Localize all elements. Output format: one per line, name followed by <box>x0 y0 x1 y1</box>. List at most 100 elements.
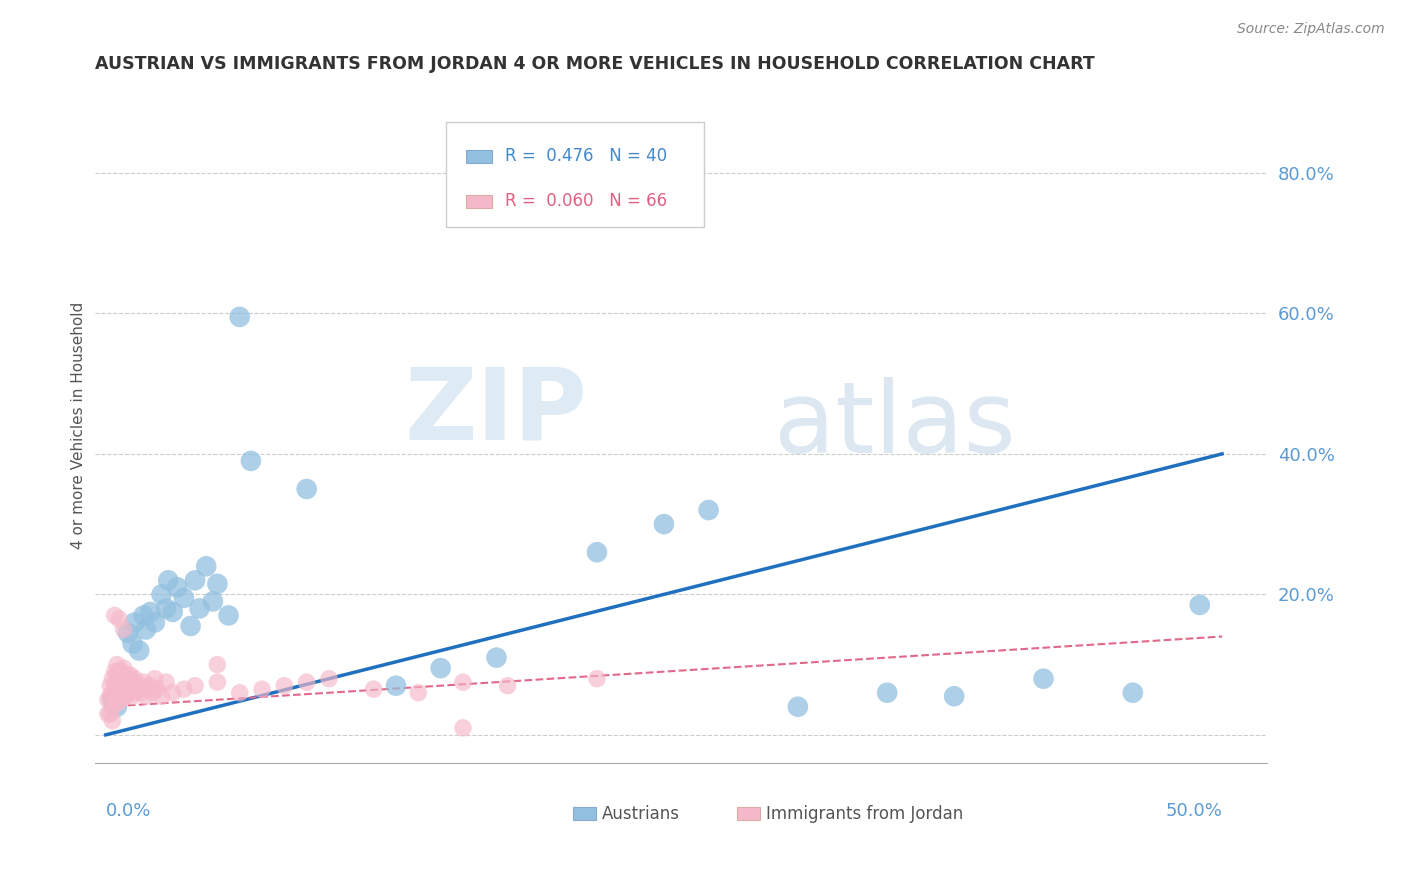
Point <box>408 686 430 700</box>
Point <box>98 706 121 721</box>
Point <box>180 619 202 633</box>
Point <box>697 503 720 517</box>
Point <box>1122 686 1144 700</box>
Point <box>155 601 177 615</box>
Point <box>496 679 519 693</box>
Point <box>124 672 146 686</box>
Point <box>135 623 157 637</box>
Point <box>173 591 195 605</box>
Point <box>155 675 177 690</box>
Point <box>201 594 224 608</box>
Point <box>363 682 385 697</box>
Point <box>112 672 135 686</box>
Point <box>105 682 128 697</box>
Point <box>295 482 318 496</box>
Y-axis label: 4 or more Vehicles in Household: 4 or more Vehicles in Household <box>72 302 86 549</box>
Point <box>385 679 408 693</box>
Point <box>162 605 184 619</box>
Point <box>128 679 150 693</box>
Point <box>108 675 131 690</box>
Point <box>318 672 340 686</box>
Point <box>112 623 135 637</box>
Point <box>110 692 132 706</box>
Point <box>143 615 166 630</box>
Point <box>132 675 155 690</box>
Point <box>876 686 898 700</box>
Point <box>228 310 250 324</box>
Text: atlas: atlas <box>775 377 1017 475</box>
Point <box>101 699 124 714</box>
Point <box>101 672 124 686</box>
Bar <box>572 806 596 821</box>
Point <box>124 686 146 700</box>
Point <box>150 587 173 601</box>
Text: 50.0%: 50.0% <box>1166 802 1222 820</box>
Point <box>104 679 127 693</box>
Point <box>135 690 157 704</box>
Point <box>105 699 128 714</box>
Point <box>228 686 250 700</box>
Point <box>586 545 609 559</box>
Point <box>105 657 128 672</box>
Point <box>195 559 218 574</box>
Text: Austrians: Austrians <box>602 805 681 822</box>
Bar <box>467 194 492 208</box>
Point <box>104 665 127 679</box>
Point <box>117 686 139 700</box>
Point <box>139 679 162 693</box>
Point <box>117 626 139 640</box>
Point <box>184 574 207 588</box>
Point <box>295 675 318 690</box>
Point <box>131 686 153 700</box>
Point <box>110 672 132 686</box>
Point <box>104 608 127 623</box>
Point <box>1188 598 1211 612</box>
Text: 0.0%: 0.0% <box>105 802 150 820</box>
Point <box>157 574 180 588</box>
Point <box>114 675 136 690</box>
Point <box>121 675 143 690</box>
Point <box>108 612 131 626</box>
Text: R =  0.476   N = 40: R = 0.476 N = 40 <box>505 147 666 165</box>
Point <box>184 679 207 693</box>
Point <box>451 675 474 690</box>
Point <box>786 699 808 714</box>
Point <box>124 615 146 630</box>
Point <box>485 650 508 665</box>
Point <box>120 682 142 697</box>
Point <box>101 692 124 706</box>
Point <box>207 675 229 690</box>
Bar <box>737 806 761 821</box>
Point <box>108 690 131 704</box>
Point <box>110 679 132 693</box>
Point <box>150 690 173 704</box>
Point <box>142 686 165 700</box>
Point <box>166 580 188 594</box>
Point <box>218 608 240 623</box>
Point <box>110 665 132 679</box>
Point <box>105 668 128 682</box>
Point <box>112 686 135 700</box>
Point <box>586 672 609 686</box>
Point <box>207 577 229 591</box>
Point <box>273 679 295 693</box>
Point <box>1032 672 1054 686</box>
Point <box>139 605 162 619</box>
Text: ZIP: ZIP <box>404 364 586 461</box>
Point <box>98 679 121 693</box>
Point <box>652 517 675 532</box>
Point <box>132 608 155 623</box>
Point <box>98 690 121 704</box>
Text: Immigrants from Jordan: Immigrants from Jordan <box>766 805 963 822</box>
Point <box>239 454 262 468</box>
Point <box>120 668 142 682</box>
Point <box>97 692 120 706</box>
Point <box>125 682 148 697</box>
Point <box>143 672 166 686</box>
Text: Source: ZipAtlas.com: Source: ZipAtlas.com <box>1237 22 1385 37</box>
Point <box>429 661 451 675</box>
Point <box>114 690 136 704</box>
Point <box>136 682 159 697</box>
Point <box>108 665 131 679</box>
Bar <box>467 150 492 163</box>
